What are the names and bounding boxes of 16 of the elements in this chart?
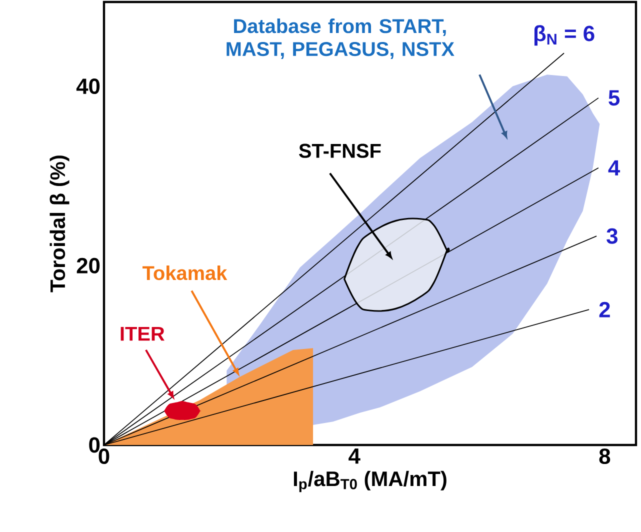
y-tick-label: 0 <box>89 437 100 453</box>
x-tick-label: 8 <box>599 448 610 464</box>
annotation: Tokamak <box>142 266 228 280</box>
series-label: 4 <box>608 160 620 176</box>
y-axis-title: Toroidal β (%) <box>50 156 70 292</box>
series-label: 5 <box>608 90 620 106</box>
annotation: ST-FNSF <box>299 144 381 158</box>
x-axis-title: I$_{p}$/aB$_{T0}$ (MA/mT) <box>294 470 446 492</box>
y-tick-label: 40 <box>76 78 100 94</box>
x-tick-label: 4 <box>348 448 360 464</box>
series-label: β$_{N}$ = 6 <box>534 25 594 46</box>
y-tick-label: 20 <box>76 258 100 274</box>
annotation: ITER <box>120 326 164 341</box>
series-label: 2 <box>599 302 610 318</box>
annotation: Database from START, MAST, PEGASUS, NSTX <box>226 18 454 59</box>
series-label: 3 <box>606 228 618 244</box>
